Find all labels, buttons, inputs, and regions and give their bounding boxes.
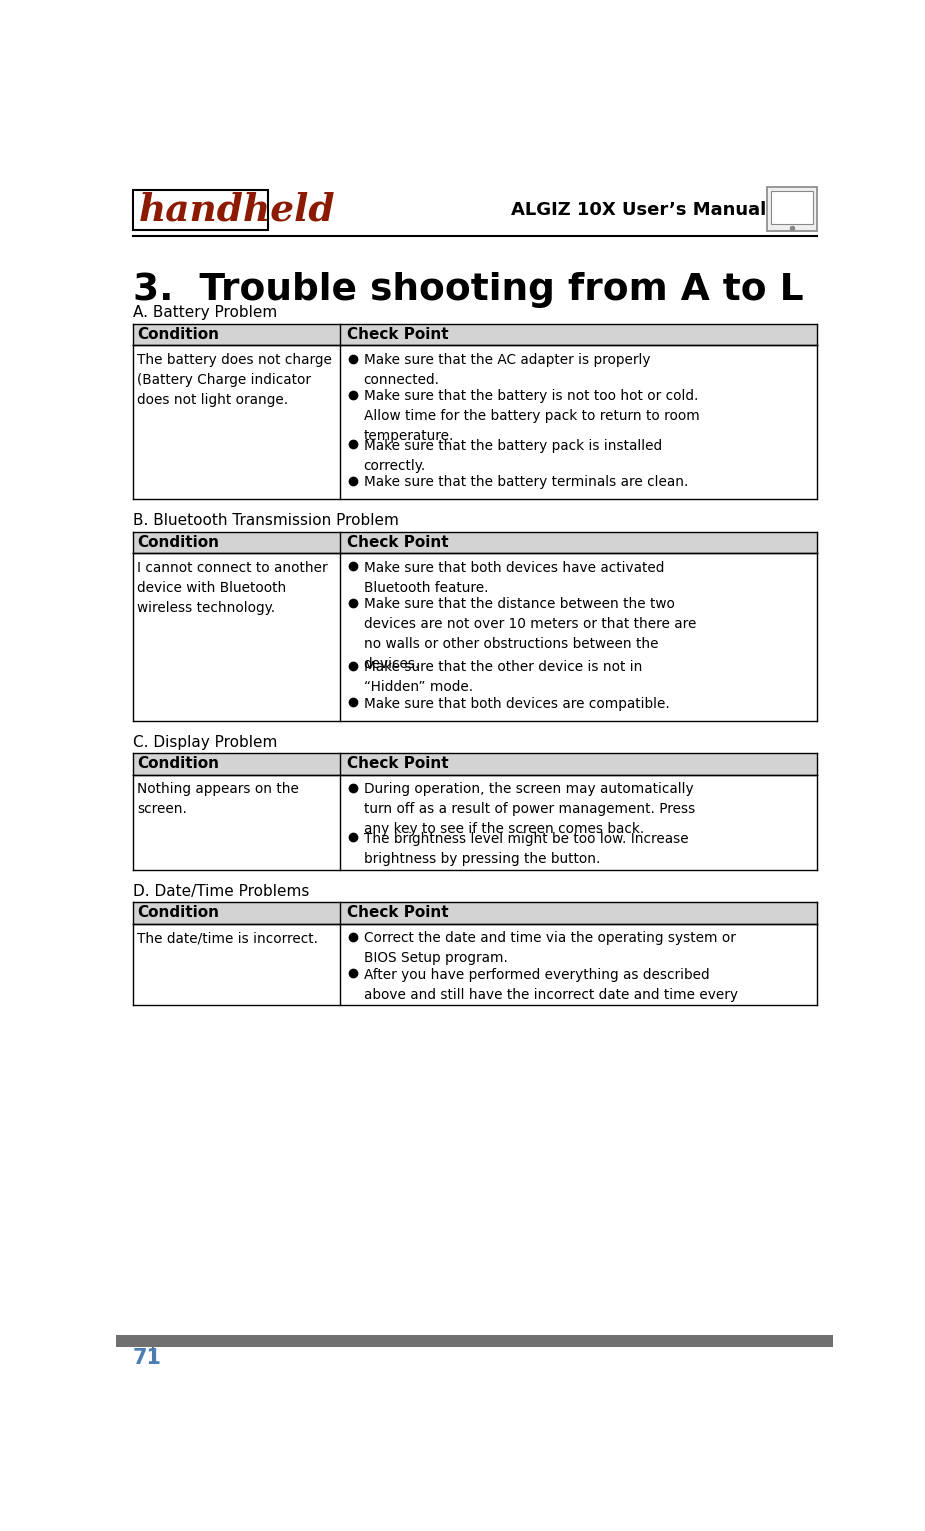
Text: I cannot connect to another
device with Bluetooth
wireless technology.: I cannot connect to another device with … [137,560,328,615]
Bar [132,531,817,553]
Text: 3.  Trouble shooting from A to L: 3. Trouble shooting from A to L [132,273,803,308]
Text: B. Bluetooth Transmission Problem: B. Bluetooth Transmission Problem [132,513,399,528]
Text: A. Battery Problem: A. Battery Problem [132,305,277,320]
Text: Condition: Condition [137,534,219,550]
Text: Check Point: Check Point [347,534,449,550]
FancyBboxPatch shape [767,187,817,231]
Text: D. Date/Time Problems: D. Date/Time Problems [132,883,309,899]
FancyBboxPatch shape [771,191,813,224]
Text: ALGIZ 10X User’s Manual: ALGIZ 10X User’s Manual [511,201,766,219]
Text: Check Point: Check Point [347,905,449,920]
Text: The battery does not charge
(Battery Charge indicator
does not light orange.: The battery does not charge (Battery Cha… [137,354,332,407]
Text: C. Display Problem: C. Display Problem [132,735,278,750]
Bar [132,325,817,346]
Text: Check Point: Check Point [347,756,449,772]
FancyBboxPatch shape [132,190,268,230]
Text: Make sure that both devices are compatible.: Make sure that both devices are compatib… [364,697,670,710]
Text: Condition: Condition [137,328,219,341]
Text: 71: 71 [132,1347,162,1369]
Bar [132,902,817,923]
Text: Nothing appears on the
screen.: Nothing appears on the screen. [137,782,299,816]
Text: Make sure that both devices have activated
Bluetooth feature.: Make sure that both devices have activat… [364,560,664,596]
Text: Check Point: Check Point [347,328,449,341]
Bar [116,1335,832,1347]
Text: Make sure that the battery pack is installed
correctly.: Make sure that the battery pack is insta… [364,439,661,473]
Text: Condition: Condition [137,905,219,920]
Text: handheld: handheld [139,191,336,228]
Text: The brightness level might be too low. Increase
brightness by pressing the butto: The brightness level might be too low. I… [364,831,688,867]
Text: Make sure that the AC adapter is properly
connected.: Make sure that the AC adapter is properl… [364,354,650,387]
Text: Correct the date and time via the operating system or
BIOS Setup program.: Correct the date and time via the operat… [364,931,735,966]
Text: Make sure that the battery terminals are clean.: Make sure that the battery terminals are… [364,475,688,490]
Text: The date/time is incorrect.: The date/time is incorrect. [137,931,318,945]
Text: Make sure that the battery is not too hot or cold.
Allow time for the battery pa: Make sure that the battery is not too ho… [364,389,699,444]
Bar [132,753,817,775]
Text: Make sure that the other device is not in
“Hidden” mode.: Make sure that the other device is not i… [364,660,642,695]
Text: Make sure that the distance between the two
devices are not over 10 meters or th: Make sure that the distance between the … [364,597,696,672]
Text: After you have performed everything as described
above and still have the incorr: After you have performed everything as d… [364,968,737,1001]
Text: During operation, the screen may automatically
turn off as a result of power man: During operation, the screen may automat… [364,782,695,836]
Text: Condition: Condition [137,756,219,772]
